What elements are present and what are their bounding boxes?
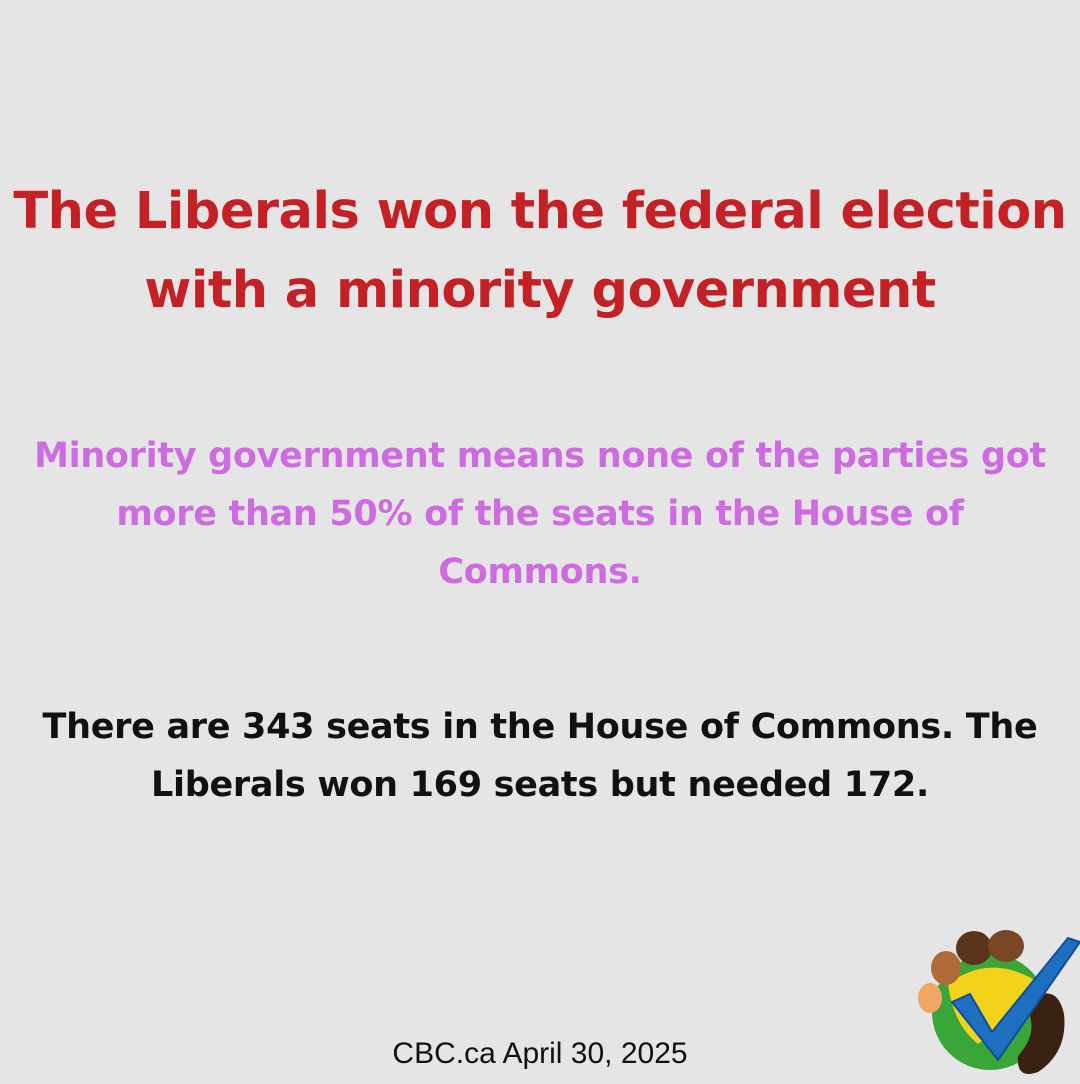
checkmark-footprint-logo-icon bbox=[908, 924, 1080, 1080]
fact-line-2: Liberals won 169 seats but needed 172. bbox=[151, 765, 929, 805]
source-citation: CBC.ca April 30, 2025 bbox=[392, 1037, 688, 1070]
definition-line-3: Commons. bbox=[438, 552, 642, 592]
logo-heel-icon bbox=[1017, 993, 1065, 1074]
definition-line-2: more than 50% of the seats in the House … bbox=[116, 494, 964, 534]
seat-count-fact: There are 343 seats in the House of Comm… bbox=[0, 698, 1080, 814]
logo-toe-2-icon bbox=[931, 951, 961, 985]
minority-government-definition: Minority government means none of the pa… bbox=[0, 427, 1080, 601]
definition-line-1: Minority government means none of the pa… bbox=[34, 436, 1046, 476]
logo-toe-1-icon bbox=[918, 983, 942, 1013]
headline-line-2: with a minority government bbox=[144, 261, 936, 320]
logo-toe-4-icon bbox=[988, 930, 1024, 962]
headline-line-1: The Liberals won the federal election bbox=[13, 182, 1067, 241]
logo-check-icon bbox=[950, 936, 1080, 1062]
logo-toe-3-icon bbox=[956, 931, 992, 965]
fact-line-1: There are 343 seats in the House of Comm… bbox=[42, 707, 1038, 747]
headline: The Liberals won the federal election wi… bbox=[0, 172, 1080, 330]
